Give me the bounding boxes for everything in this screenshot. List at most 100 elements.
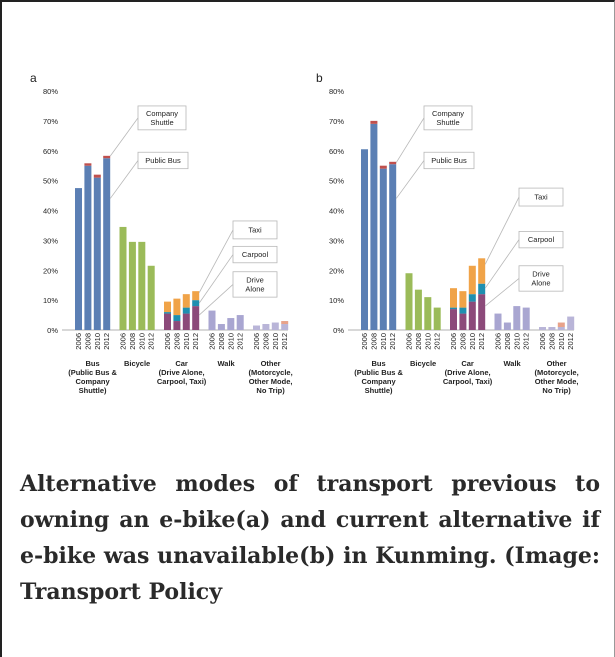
bar-segment-walk	[227, 318, 235, 330]
bar-segment-bicycle	[414, 289, 422, 330]
bar-segment-bicycle	[424, 297, 432, 330]
callout-leader-line	[198, 284, 234, 316]
chart-panel-b: b0%10%20%30%40%50%60%70%80%2006 2008 2010 2…	[316, 71, 579, 395]
category-label: Company	[76, 377, 111, 386]
y-tick-label: 40%	[329, 207, 344, 216]
x-tick-year-label: 2008	[503, 333, 512, 350]
bar-segment-car-carpool	[192, 300, 200, 307]
x-tick-year-label: 2010	[182, 333, 191, 350]
bar-segment-car-drive-alone	[459, 313, 467, 330]
callout-label: Shuttle	[436, 118, 459, 127]
bar-segment-walk	[513, 306, 521, 330]
bar-segment-car-carpool	[173, 315, 181, 322]
bar-segment-other-extra	[281, 321, 289, 325]
callout-leader-line	[198, 254, 234, 304]
x-tick-year-label: 2006	[494, 333, 503, 350]
category-label: Company	[362, 377, 397, 386]
x-tick-year-label: 2010	[423, 333, 432, 350]
x-tick-year-label: 2012	[522, 333, 531, 350]
bar-segment-car-carpool	[459, 307, 467, 314]
bar-segment-bus	[103, 158, 111, 330]
x-tick-year-label: 2012	[191, 333, 200, 350]
x-tick-year-label: 2008	[369, 333, 378, 350]
bar-segment-bicycle	[433, 307, 441, 330]
bar-segment-bicycle	[119, 226, 127, 330]
callout-leader-line	[109, 160, 139, 199]
x-tick-year-label: 2012	[236, 333, 245, 350]
bar-segment-car-carpool	[164, 312, 171, 314]
bar-segment-bus-shuttle	[389, 161, 397, 165]
bar-segment-other	[548, 327, 556, 330]
bar-segment-car-taxi	[478, 258, 486, 284]
y-tick-label: 40%	[43, 207, 58, 216]
x-tick-year-label: 2012	[147, 333, 156, 350]
category-label: (Drive Alone,	[159, 368, 205, 377]
x-tick-year-label: 2008	[128, 333, 137, 350]
callout-label: Alone	[531, 278, 550, 287]
y-tick-label: 50%	[329, 177, 344, 186]
category-label: Shuttle)	[79, 386, 107, 395]
category-label: (Motorcycle,	[535, 368, 579, 377]
bar-segment-other	[281, 324, 289, 330]
bar-segment-bicycle	[138, 241, 146, 330]
category-label: Carpool, Taxi)	[157, 377, 207, 386]
bar-segment-walk	[217, 324, 225, 330]
bar-segment-car-taxi	[468, 265, 476, 295]
x-tick-year-label: 2010	[271, 333, 280, 350]
category-label: No Trip)	[542, 386, 571, 395]
y-tick-label: 60%	[329, 147, 344, 156]
callout-label: Public Bus	[145, 156, 181, 165]
bar-segment-car-drive-alone	[468, 301, 476, 330]
callout-leader-line	[109, 117, 139, 157]
callout-label: Company	[432, 109, 464, 118]
callout-label: Carpool	[242, 250, 269, 259]
x-tick-year-label: 2006	[119, 333, 128, 350]
callout-label: Company	[146, 109, 178, 118]
x-tick-year-label: 2012	[566, 333, 575, 350]
bar-segment-car-drive-alone	[192, 306, 200, 330]
callout-leader-line	[395, 160, 425, 199]
category-label: Other Mode,	[249, 377, 293, 386]
chart-figure: a0%10%20%30%40%50%60%70%80%2006 2008 2010 2…	[30, 71, 579, 395]
category-label: Bicycle	[410, 359, 436, 368]
y-tick-label: 70%	[43, 117, 58, 126]
bar-segment-car-carpool	[478, 283, 486, 295]
category-label: Walk	[503, 359, 521, 368]
category-label: Car	[461, 359, 474, 368]
callout-leader-line	[395, 117, 425, 163]
bar-segment-car-taxi	[173, 298, 181, 316]
callout-label: Drive	[246, 275, 264, 284]
x-tick-year-label: 2010	[512, 333, 521, 350]
category-label: (Public Bus &	[354, 368, 403, 377]
bar-segment-bus	[93, 177, 101, 330]
callout-label: Shuttle	[150, 118, 173, 127]
bar-segment-car-taxi	[182, 294, 190, 308]
y-tick-label: 80%	[43, 87, 58, 96]
y-tick-label: 20%	[329, 266, 344, 275]
bar-segment-car-carpool	[450, 307, 457, 310]
x-tick-year-label: 2006	[449, 333, 458, 350]
bar-segment-bus-shuttle	[379, 165, 387, 169]
callout-label: Taxi	[534, 193, 548, 202]
category-label: No Trip)	[256, 386, 285, 395]
callout-label: Alone	[245, 284, 264, 293]
x-tick-year-label: 2010	[379, 333, 388, 350]
x-tick-year-label: 2006	[252, 333, 261, 350]
bar-segment-other-extra	[557, 322, 565, 328]
bar-segment-car-taxi	[459, 291, 467, 308]
bar-segment-bus-shuttle	[370, 120, 378, 124]
category-label: (Drive Alone,	[445, 368, 491, 377]
bar-segment-bus	[379, 168, 387, 330]
callout-label: Public Bus	[431, 156, 467, 165]
bar-segment-other	[271, 322, 279, 330]
y-tick-label: 20%	[43, 266, 58, 275]
y-tick-label: 30%	[329, 236, 344, 245]
bar-segment-bicycle	[405, 273, 413, 330]
x-tick-year-label: 2008	[83, 333, 92, 350]
bar-segment-bus	[370, 123, 378, 330]
callout-box	[232, 271, 278, 298]
bar-segment-other	[557, 327, 565, 330]
x-tick-year-label: 2012	[477, 333, 486, 350]
y-tick-label: 0%	[333, 326, 344, 335]
x-tick-year-label: 2012	[388, 333, 397, 350]
